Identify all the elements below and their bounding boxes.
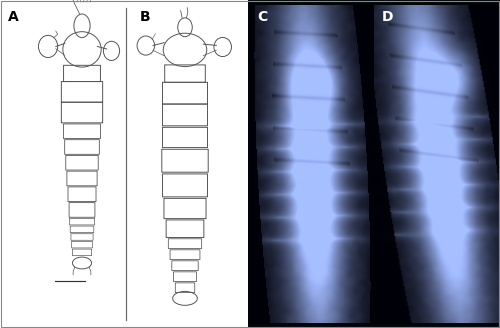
Bar — [248, 0, 500, 328]
Text: B: B — [140, 10, 150, 24]
Text: D: D — [382, 10, 394, 24]
Text: C: C — [257, 10, 267, 24]
Text: A: A — [8, 10, 19, 24]
